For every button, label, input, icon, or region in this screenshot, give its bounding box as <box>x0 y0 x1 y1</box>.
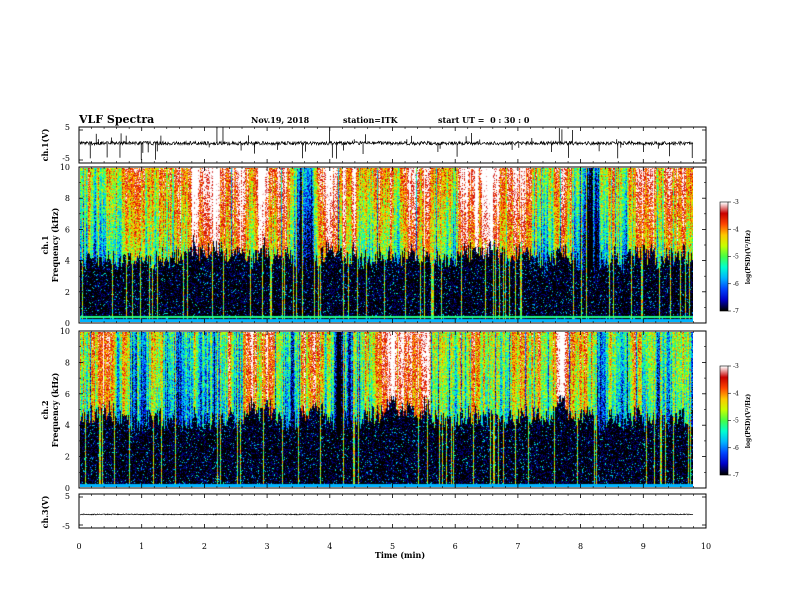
x-tick-label: 0 <box>76 542 81 551</box>
waveform-line <box>79 513 694 516</box>
y-tick-label: 8 <box>65 358 70 367</box>
colorbar-tick-label: -4 <box>733 390 739 397</box>
y-tick-label: 0 <box>65 484 70 493</box>
colorbar-tick-label: -4 <box>733 226 739 233</box>
x-tick-label: 2 <box>202 542 207 551</box>
x-axis-label: Time (min) <box>375 550 425 560</box>
y-tick-label: 0 <box>65 319 70 328</box>
ch1-waveform-ylabel: ch.1(V) <box>40 128 50 161</box>
colorbar-ch2-gradient <box>720 366 728 475</box>
y-tick-label: 2 <box>65 453 70 462</box>
y-tick-label: 10 <box>60 163 70 172</box>
colorbar-ch1-label: log(PSD)(V²/Hz) <box>745 230 752 285</box>
figure-title: VLF Spectra <box>78 113 154 126</box>
x-tick-label: 4 <box>327 542 332 551</box>
x-tick-label: 1 <box>139 542 144 551</box>
x-tick-label: 9 <box>641 542 646 551</box>
colorbar-tick-label: -6 <box>733 445 739 452</box>
colorbar-tick-label: -5 <box>733 254 739 261</box>
ch1-waveform-trace <box>79 127 694 160</box>
ch1-spectrogram-image <box>80 168 693 322</box>
header-station: station=ITK <box>343 115 399 125</box>
y-tick-label: 4 <box>65 421 70 430</box>
colorbar-ch2-label: log(PSD)(V²/Hz) <box>745 394 752 449</box>
y-tick-label: 10 <box>60 327 70 336</box>
y-tick-label: 2 <box>65 288 70 297</box>
ch3-waveform-trace <box>79 513 694 516</box>
ch1-ytick-bottom: -5 <box>62 154 70 163</box>
colorbar-ch2: -3 -4 -5 -6 -7 log(PSD)(V²/Hz) <box>719 363 752 479</box>
x-tick-label: 5 <box>390 542 395 551</box>
ch2-spectrogram-image <box>80 332 693 487</box>
header-start-ut: start UT = 0 : 30 : 0 <box>438 115 530 125</box>
colorbar-tick-label: -3 <box>733 199 739 206</box>
ch3-waveform-ylabel: ch.3(V) <box>40 495 50 528</box>
ch1-ytick-top: 5 <box>65 123 70 132</box>
x-tick-label: 3 <box>265 542 270 551</box>
x-tick-label: 6 <box>453 542 458 551</box>
ch3-ytick-bottom: -5 <box>62 522 70 531</box>
colorbar-tick-label: -5 <box>733 418 739 425</box>
x-tick-label: 7 <box>515 542 520 551</box>
colorbar-tick-label: -7 <box>733 472 739 479</box>
panel-ch1-waveform: 5 -5 ch.1(V) <box>40 123 707 164</box>
ch2-spectrogram-channel-label: ch.2 <box>40 400 50 419</box>
panel-ch1-spectrogram: 0 2 4 6 8 10 ch.1 Frequency (kHz) <box>40 163 707 328</box>
colorbar-ch1: -3 -4 -5 -6 -7 log(PSD)(V²/Hz) <box>719 199 752 315</box>
panel-ch3-waveform: 5 -5 ch.3(V) <box>40 492 707 531</box>
ch2-spectrogram-ylabel: Frequency (kHz) <box>50 372 60 447</box>
ch1-spectrogram-ylabel: Frequency (kHz) <box>50 207 60 282</box>
waveform-line <box>79 140 694 147</box>
colorbar-tick-label: -7 <box>733 308 739 315</box>
colorbar-tick-label: -3 <box>733 363 739 370</box>
colorbar-ch1-gradient <box>720 202 728 311</box>
header-date: Nov.19, 2018 <box>251 115 310 125</box>
ch3-ytick-top: 5 <box>65 492 70 501</box>
ch1-spectrogram-channel-label: ch.1 <box>40 235 50 254</box>
y-tick-label: 8 <box>65 194 70 203</box>
y-tick-label: 4 <box>65 257 70 266</box>
panel-ch2-spectrogram: 0 2 4 6 8 10 ch.2 Frequency (kHz) <box>40 327 707 493</box>
x-tick-label: 10 <box>701 542 711 551</box>
y-tick-label: 6 <box>65 390 70 399</box>
ch3-waveform-frame <box>78 493 707 529</box>
colorbar-tick-label: -6 <box>733 281 739 288</box>
x-tick-label: 8 <box>578 542 583 551</box>
y-tick-label: 6 <box>65 225 70 234</box>
